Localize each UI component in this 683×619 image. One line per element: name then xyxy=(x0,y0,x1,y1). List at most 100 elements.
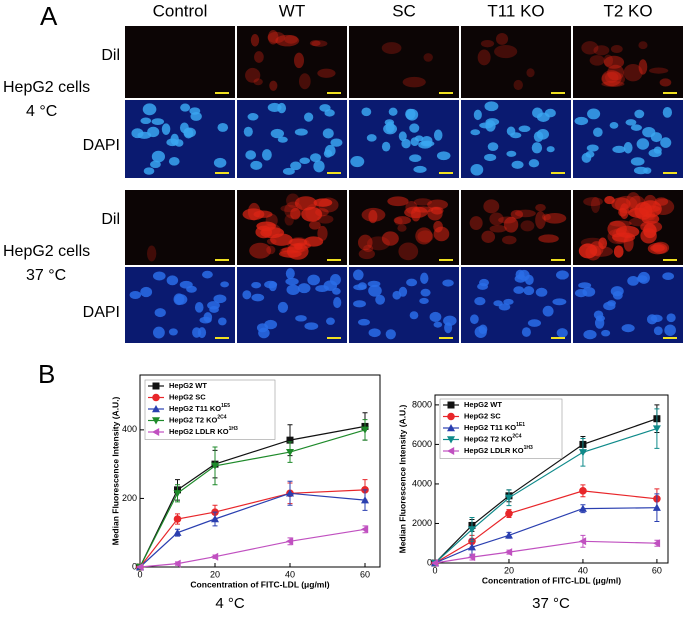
nucleus xyxy=(637,271,650,284)
nucleus xyxy=(546,146,555,153)
nucleus xyxy=(242,290,252,300)
nucleus xyxy=(528,159,540,168)
legend-sup: 1E5 xyxy=(221,403,230,409)
marker xyxy=(467,526,476,534)
stain xyxy=(607,64,625,81)
legend-marker xyxy=(152,382,160,390)
stain xyxy=(289,238,308,247)
stain xyxy=(427,199,448,210)
marker xyxy=(361,525,369,534)
nucleus xyxy=(286,284,300,295)
stain xyxy=(411,207,421,222)
dil-image xyxy=(461,26,571,98)
nucleus xyxy=(601,329,611,337)
caption: 37 °C xyxy=(532,595,570,612)
stain xyxy=(623,64,643,82)
nucleus xyxy=(420,140,435,147)
nucleus xyxy=(436,151,451,161)
stain xyxy=(503,216,519,233)
nucleus xyxy=(470,314,479,325)
scale-bar xyxy=(439,92,453,94)
y-axis-label: Median Fluorescence Intensity (A.U.) xyxy=(397,404,407,553)
scale-bar xyxy=(663,337,677,339)
cell-line-label: HepG2 cells xyxy=(3,79,90,96)
scale-bar xyxy=(663,92,677,94)
stain xyxy=(242,208,265,221)
marker xyxy=(211,552,219,561)
y-tick-label: 0 xyxy=(427,557,432,567)
nucleus xyxy=(326,317,335,325)
row-label: Dil xyxy=(101,211,120,228)
nucleus xyxy=(625,119,637,126)
y-tick-label: 400 xyxy=(122,424,137,434)
legend-marker xyxy=(152,417,160,425)
legend-name: HepG2 WT xyxy=(464,400,502,409)
stain xyxy=(294,243,303,250)
marker xyxy=(286,436,294,444)
scale-bar xyxy=(327,172,341,174)
stain xyxy=(280,204,299,213)
nucleus xyxy=(650,132,662,143)
legend-name: HepG2 T11 KO xyxy=(464,423,516,432)
stain xyxy=(269,80,278,91)
stain xyxy=(275,34,300,47)
stain xyxy=(286,243,309,260)
stain xyxy=(253,78,263,86)
nucleus xyxy=(250,160,263,170)
nucleus xyxy=(444,322,453,334)
nucleus xyxy=(251,281,262,289)
stain xyxy=(317,68,336,78)
nucleus xyxy=(183,127,196,138)
x-tick-label: 40 xyxy=(578,565,588,575)
nucleus xyxy=(152,271,166,281)
column-header: Control xyxy=(153,1,208,20)
nucleus xyxy=(593,127,603,138)
stain xyxy=(267,31,286,44)
nucleus xyxy=(147,126,160,138)
stain xyxy=(469,216,483,230)
stain xyxy=(255,225,273,239)
marker xyxy=(505,509,513,518)
legend-label: HepG2 WT xyxy=(464,400,502,409)
stain xyxy=(415,227,433,245)
nucleus xyxy=(213,294,227,304)
nucleus xyxy=(270,128,285,139)
nucleus xyxy=(409,123,420,133)
scale-bar xyxy=(439,172,453,174)
nucleus xyxy=(173,293,185,306)
nucleus xyxy=(586,144,599,152)
nucleus xyxy=(381,141,391,152)
y-tick-label: 8000 xyxy=(412,399,432,409)
nucleus xyxy=(406,278,418,287)
stain xyxy=(480,39,495,48)
nucleus xyxy=(523,286,535,296)
stain xyxy=(431,206,444,215)
stain xyxy=(510,209,524,219)
stain xyxy=(543,212,567,224)
stain xyxy=(581,41,599,55)
row-label: DAPI xyxy=(83,304,120,321)
stain xyxy=(367,236,390,251)
stain xyxy=(613,245,624,258)
y-tick-label: 200 xyxy=(122,493,137,503)
stain xyxy=(483,199,500,214)
nucleus xyxy=(333,297,342,309)
stain xyxy=(618,207,628,217)
nucleus xyxy=(368,284,382,297)
y-tick-label: 2000 xyxy=(412,518,432,528)
nucleus xyxy=(627,276,639,286)
stain xyxy=(640,220,663,233)
nucleus xyxy=(313,160,325,173)
scale-bar xyxy=(663,172,677,174)
stain xyxy=(266,245,276,255)
nucleus xyxy=(277,301,289,313)
nucleus xyxy=(151,150,165,163)
stain xyxy=(394,217,403,226)
nucleus xyxy=(332,287,341,295)
legend-label: HepG2 SC xyxy=(464,411,501,420)
nucleus xyxy=(409,311,419,320)
stain xyxy=(358,248,375,260)
stain xyxy=(266,238,277,245)
stain xyxy=(398,242,419,261)
nucleus xyxy=(633,166,648,175)
